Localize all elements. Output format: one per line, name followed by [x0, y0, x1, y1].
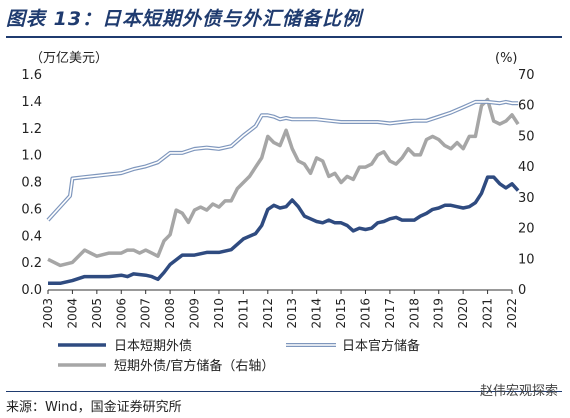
right-tick-label: 20 — [518, 222, 535, 237]
right-tick-label: 40 — [518, 160, 535, 175]
x-tick-label: 2006 — [114, 298, 128, 329]
x-tick-label: 2011 — [236, 298, 250, 329]
watermark-text: 赵伟宏观探索 — [479, 384, 558, 399]
x-tick-label: 2012 — [261, 298, 275, 329]
chart: 0.0 0.2 0.4 0.6 0.8 1.0 1.2 1.4 1.6 0 10 20 30 40 50 60… — [21, 51, 534, 374]
x-tick-label: 2021 — [481, 298, 495, 329]
x-tick-label: 2003 — [41, 298, 55, 329]
legend-label-reserves: 日本官方储备 — [342, 338, 420, 354]
x-tick-label: 2004 — [65, 298, 79, 329]
x-tick-label: 2005 — [90, 298, 104, 329]
series-line-ratio — [47, 97, 520, 268]
x-tick-label: 2022 — [505, 298, 519, 329]
series-line-reserves-inner — [47, 101, 519, 221]
x-tick-label: 2019 — [432, 298, 446, 329]
bottom-rule — [6, 391, 562, 392]
series-layer — [46, 97, 520, 286]
right-tick-label: 10 — [518, 252, 535, 267]
x-tick-label: 2016 — [358, 298, 372, 329]
title-rule — [6, 36, 562, 38]
legend: 日本短期外债 日本官方储备 短期外债/官方储备（右轴） — [58, 338, 420, 374]
legend-label-ratio: 短期外债/官方储备（右轴） — [114, 358, 274, 374]
left-tick-label: 0.8 — [21, 176, 42, 191]
left-tick-label: 1.0 — [21, 149, 42, 164]
right-tick-label: 0 — [518, 283, 526, 298]
right-tick-label: 30 — [518, 191, 535, 206]
x-tick-label: 2015 — [334, 298, 348, 329]
series-line-short-debt — [48, 175, 520, 286]
left-tick-label: 0.4 — [21, 229, 42, 244]
source-note: 来源：Wind，国金证券研究所 — [6, 400, 182, 415]
left-tick-label: 0.0 — [21, 283, 42, 298]
x-tick-label: 2020 — [456, 298, 470, 329]
right-axis-unit-label: (%) — [495, 51, 518, 66]
left-tick-label: 0.6 — [21, 202, 42, 217]
x-tick-label: 2010 — [212, 298, 226, 329]
x-tick-label: 2017 — [383, 298, 397, 329]
right-tick-label: 50 — [518, 129, 535, 144]
right-tick-label: 60 — [518, 99, 535, 114]
left-tick-label: 1.4 — [21, 95, 42, 110]
series-line-reserves-outer — [46, 99, 519, 222]
right-tick-label: 70 — [518, 68, 535, 83]
axes: 0.0 0.2 0.4 0.6 0.8 1.0 1.2 1.4 1.6 0 10 20 30 40 50 60… — [21, 68, 534, 329]
x-tick-label: 2007 — [139, 298, 153, 329]
x-tick-label: 2018 — [407, 298, 421, 329]
x-tick-label: 2009 — [188, 298, 202, 329]
left-tick-label: 0.2 — [21, 256, 42, 271]
x-tick-label: 2008 — [163, 298, 177, 329]
figure-title: 图表 13：日本短期外债与外汇储备比例 — [6, 8, 363, 30]
legend-label-short-debt: 日本短期外债 — [114, 339, 192, 354]
left-tick-label: 1.6 — [21, 68, 42, 83]
x-tick-label: 2013 — [285, 298, 299, 329]
x-tick-label: 2014 — [310, 298, 324, 329]
left-axis-unit-label: （万亿美元） — [30, 51, 108, 66]
left-tick-label: 1.2 — [21, 122, 42, 137]
